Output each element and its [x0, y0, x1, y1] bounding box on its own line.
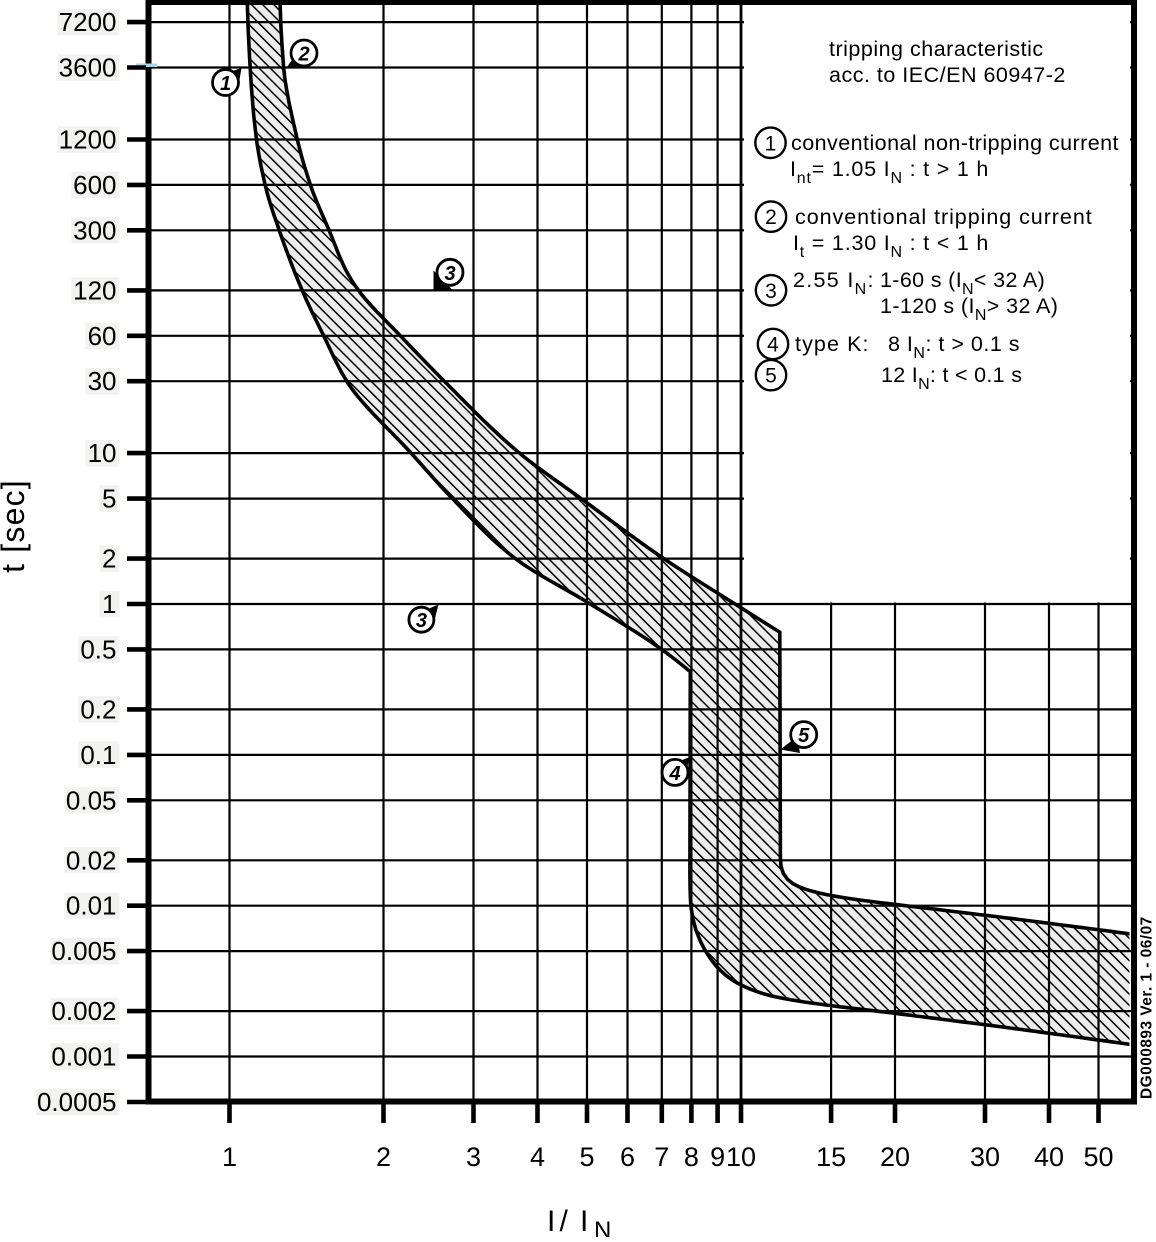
svg-text:15: 15 — [816, 1142, 846, 1172]
svg-text:10: 10 — [88, 438, 117, 468]
svg-text:0.01: 0.01 — [66, 891, 117, 921]
svg-text:0.0005: 0.0005 — [37, 1087, 117, 1117]
svg-text:3: 3 — [416, 610, 427, 632]
svg-text:5: 5 — [102, 484, 116, 514]
svg-text:2: 2 — [376, 1142, 391, 1172]
svg-text:1200: 1200 — [59, 125, 117, 155]
svg-text:7200: 7200 — [59, 7, 117, 37]
svg-text:1: 1 — [765, 132, 777, 155]
svg-text:9: 9 — [710, 1142, 725, 1172]
svg-text:3600: 3600 — [59, 53, 117, 83]
svg-text:10: 10 — [726, 1142, 756, 1172]
svg-text:7: 7 — [654, 1142, 669, 1172]
svg-text:1: 1 — [220, 73, 231, 95]
svg-text:30: 30 — [88, 366, 117, 396]
svg-text:3: 3 — [444, 263, 455, 285]
svg-text:4: 4 — [530, 1142, 545, 1172]
svg-text:3: 3 — [466, 1142, 481, 1172]
svg-text:3: 3 — [765, 280, 777, 303]
svg-text:tripping characteristic: tripping characteristic — [829, 37, 1044, 61]
svg-text:acc. to IEC/EN 60947-2: acc. to IEC/EN 60947-2 — [829, 63, 1066, 87]
svg-text:20: 20 — [880, 1142, 910, 1172]
svg-text:120: 120 — [73, 275, 116, 305]
svg-text:2: 2 — [102, 544, 116, 574]
svg-text:30: 30 — [970, 1142, 1000, 1172]
svg-text:50: 50 — [1083, 1142, 1113, 1172]
svg-text:0.002: 0.002 — [51, 996, 116, 1026]
svg-text:conventional tripping current: conventional tripping current — [795, 205, 1093, 229]
svg-text:60: 60 — [88, 321, 117, 351]
svg-text:1: 1 — [102, 589, 116, 619]
svg-text:0.005: 0.005 — [51, 936, 116, 966]
svg-text:6: 6 — [620, 1142, 635, 1172]
svg-text:0.02: 0.02 — [66, 845, 117, 875]
svg-text:0.05: 0.05 — [66, 785, 117, 815]
svg-text:600: 600 — [73, 170, 116, 200]
svg-text:8: 8 — [684, 1142, 699, 1172]
svg-text:1: 1 — [222, 1142, 237, 1172]
svg-text:DG000893 Ver. 1 - 06/07: DG000893 Ver. 1 - 06/07 — [1139, 916, 1156, 1099]
svg-text:5: 5 — [579, 1142, 594, 1172]
svg-text:5: 5 — [765, 365, 777, 388]
svg-text:0.5: 0.5 — [80, 634, 116, 664]
svg-text:5: 5 — [798, 725, 810, 747]
svg-text:4: 4 — [767, 334, 779, 357]
svg-text:0.2: 0.2 — [80, 694, 116, 724]
svg-text:40: 40 — [1034, 1142, 1064, 1172]
svg-text:300: 300 — [73, 215, 116, 245]
svg-text:conventional non-tripping curr: conventional non-tripping current — [791, 131, 1119, 155]
svg-text:4: 4 — [668, 763, 680, 785]
svg-text:2: 2 — [765, 206, 777, 229]
svg-text:0.001: 0.001 — [51, 1042, 116, 1072]
svg-text:type K:: type K: — [795, 332, 870, 356]
svg-text:t [sec]: t [sec] — [0, 479, 31, 573]
svg-text:2: 2 — [297, 44, 309, 66]
svg-text:0.1: 0.1 — [80, 740, 116, 770]
